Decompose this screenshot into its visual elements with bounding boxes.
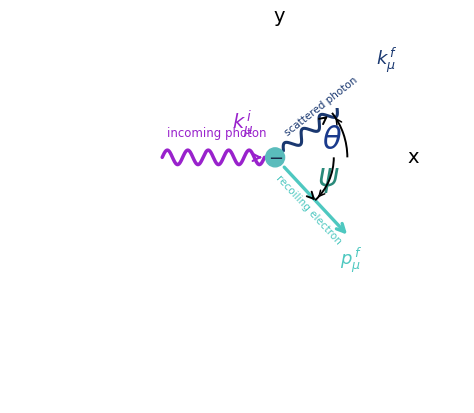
- Text: scattered photon: scattered photon: [283, 76, 360, 138]
- Text: $k^{\,f}_{\mu}$: $k^{\,f}_{\mu}$: [376, 45, 398, 75]
- Text: $-$: $-$: [267, 148, 283, 166]
- Text: x: x: [407, 148, 419, 167]
- Text: $p^{\,f}_{\mu}$: $p^{\,f}_{\mu}$: [340, 245, 363, 275]
- Text: y: y: [273, 7, 285, 26]
- Circle shape: [265, 148, 284, 167]
- Text: $k^{\,i}_{\mu}$: $k^{\,i}_{\mu}$: [232, 108, 254, 140]
- Text: $\theta$: $\theta$: [322, 126, 342, 154]
- Text: recoiling electron: recoiling electron: [274, 173, 344, 246]
- Text: incoming photon: incoming photon: [167, 128, 266, 140]
- Text: $\psi$: $\psi$: [317, 166, 339, 195]
